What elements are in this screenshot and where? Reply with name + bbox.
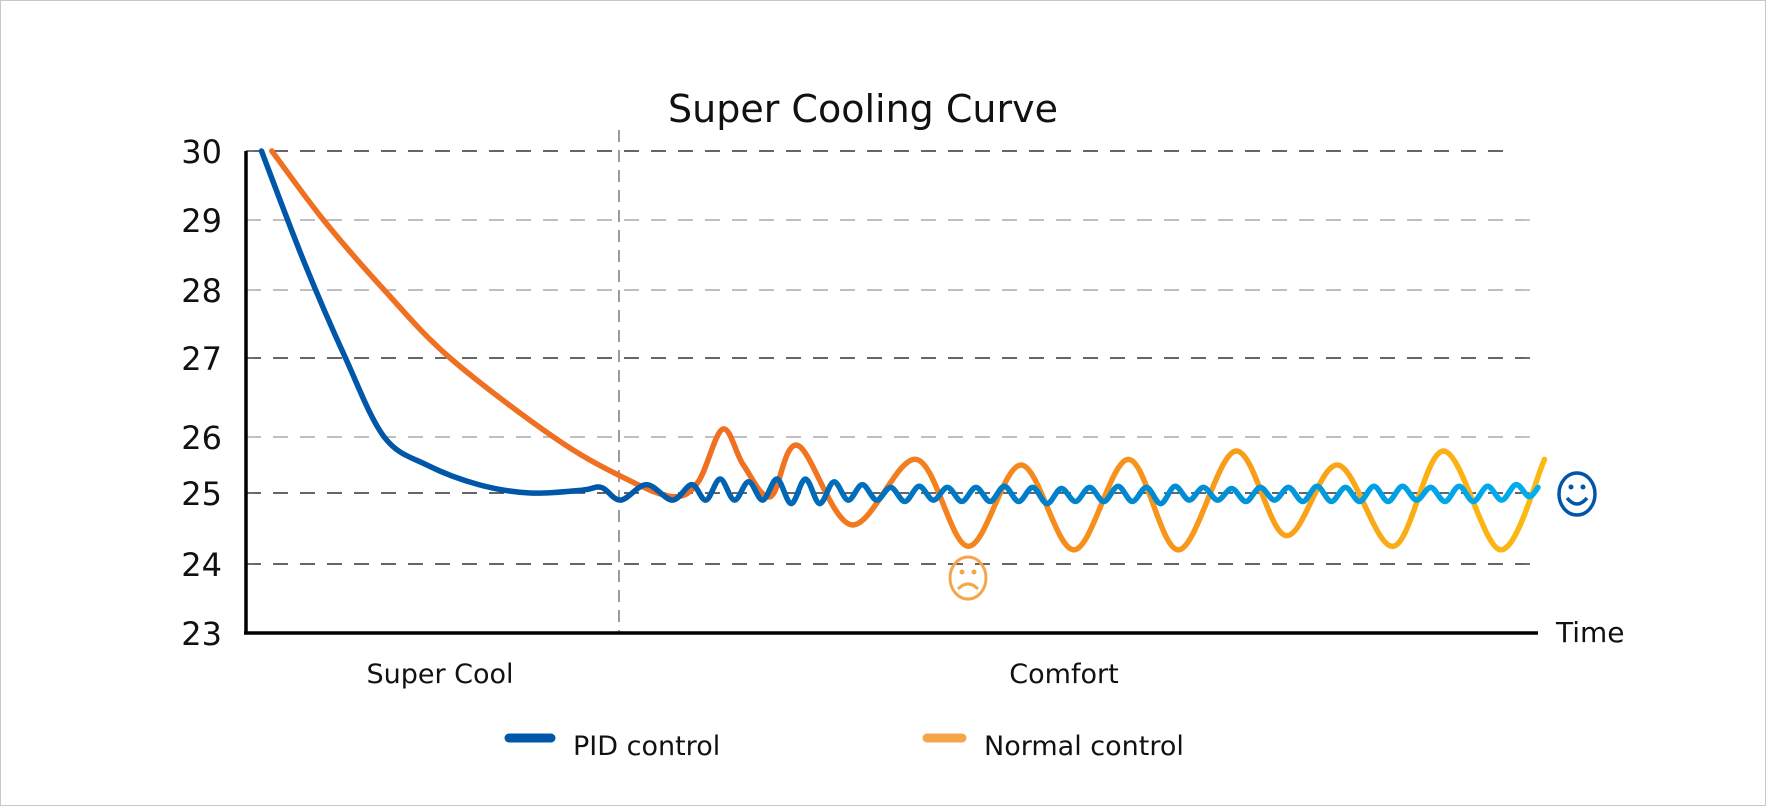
legend: PID control Normal control bbox=[504, 731, 1184, 762]
phase-label-super-cool: Super Cool bbox=[366, 659, 513, 690]
series-line-normal-control bbox=[269, 148, 1548, 553]
chart-title: Super Cooling Curve bbox=[668, 87, 1058, 131]
smiley-face-icon bbox=[1557, 471, 1597, 517]
y-tick-label: 24 bbox=[181, 546, 222, 584]
y-tick-label: 26 bbox=[181, 419, 222, 457]
series-line-pid-control bbox=[258, 148, 1541, 507]
x-axis-label: Time bbox=[1555, 616, 1625, 649]
frowning-face-icon bbox=[948, 555, 988, 601]
legend-label-normal: Normal control bbox=[984, 731, 1184, 762]
y-tick-label: 29 bbox=[181, 202, 222, 240]
phase-label-comfort: Comfort bbox=[1009, 659, 1118, 690]
y-tick-label: 23 bbox=[181, 615, 222, 653]
y-tick-label: 25 bbox=[181, 475, 222, 513]
y-tick-label: 30 bbox=[181, 133, 222, 171]
y-tick-label: 27 bbox=[181, 340, 222, 378]
legend-label-pid: PID control bbox=[573, 731, 720, 762]
y-tick-label: 28 bbox=[181, 272, 222, 310]
